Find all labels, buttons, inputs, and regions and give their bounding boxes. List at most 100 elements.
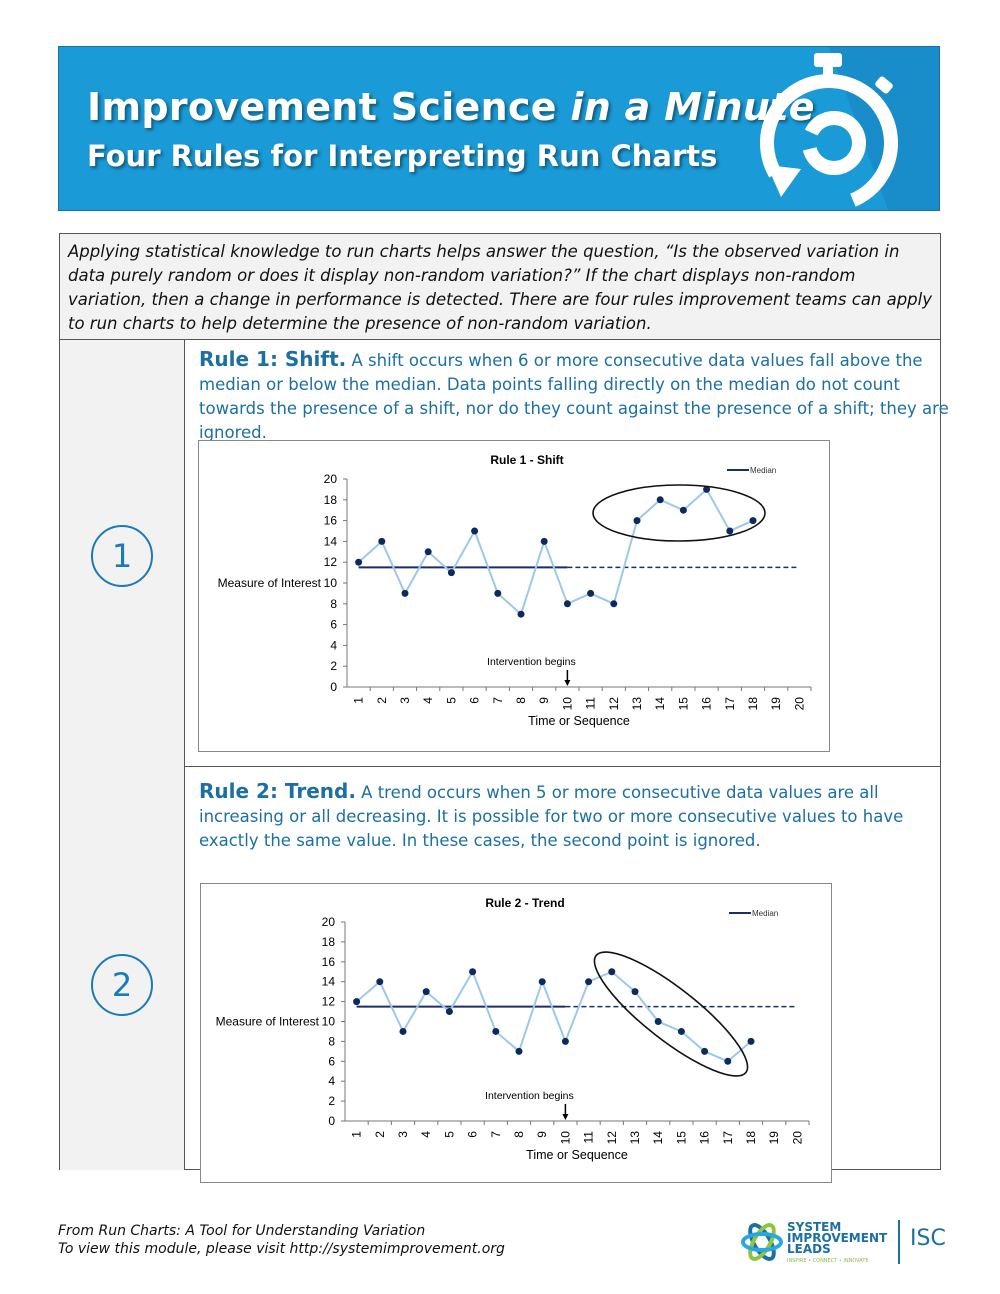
data-point [355,558,363,566]
title-main: Improvement Science [87,85,571,129]
x-tick-label: 5 [442,1131,456,1138]
rule-1-number-cell: 1 [60,340,185,766]
y-tick-label: 2 [328,1094,335,1108]
x-tick-label: 12 [607,697,621,711]
data-point [749,517,757,525]
x-tick-label: 14 [651,1131,665,1145]
data-point [447,569,455,577]
data-point [401,589,409,597]
x-tick-label: 9 [535,1131,549,1138]
y-tick-label: 6 [330,618,337,632]
data-point [654,1018,662,1025]
data-point [494,589,502,597]
y-tick-label: 8 [328,1034,335,1048]
x-tick-label: 8 [514,697,528,704]
x-tick-label: 18 [746,697,760,711]
data-point [703,485,711,493]
y-tick-label: 12 [322,995,336,1009]
rule-2-number-badge: 2 [91,954,153,1016]
data-point [378,537,386,545]
x-tick-label: 17 [721,1131,735,1145]
x-tick-label: 7 [491,697,505,704]
y-tick-label: 0 [330,680,337,694]
rule-2-text: A trend occurs when 5 or more consecutiv… [199,783,904,850]
x-tick-label: 4 [421,697,435,704]
x-tick-label: 5 [444,697,458,704]
x-tick-label: 11 [582,1131,596,1144]
data-point [424,548,432,556]
data-point [633,517,641,525]
data-point [561,1037,569,1045]
arrow-head-icon [564,680,571,686]
data-point [422,988,430,996]
logo-divider [898,1220,900,1264]
annotation-label: Intervention begins [485,1090,574,1102]
data-point [608,968,616,976]
x-tick-label: 19 [769,697,783,711]
x-tick-label: 1 [350,1131,364,1138]
isc-logo: ISC [910,1226,946,1251]
y-tick-label: 16 [322,955,336,969]
data-point [492,1027,500,1035]
y-tick-label: 18 [324,493,338,507]
rule-2-chart-svg: Rule 2 - TrendMedian02468101214161820Mea… [216,896,810,1162]
data-point [587,589,595,597]
data-point [726,527,734,535]
rules-table: Applying statistical knowledge to run ch… [59,233,949,1170]
x-tick-label: 8 [512,1131,526,1138]
rule-1-heading: Rule 1: Shift. [199,347,347,371]
x-tick-label: 10 [558,1131,572,1145]
footer-source: From Run Charts: A Tool for Understandin… [58,1223,426,1239]
rule-1-chart: Rule 1 - Shift Median 0 2 4 6 8 10 12 14 16 18 20 Mea… [198,440,830,752]
x-tick-label: 12 [605,1131,619,1145]
x-axis-label: Time or Sequence [528,714,630,728]
header-banner: Improvement Science in a Minute Four Rul… [58,46,940,211]
x-tick-label: 20 [792,697,806,711]
x-tick-label: 16 [700,697,714,711]
highlight-ellipse [592,484,766,542]
x-tick-label: 13 [628,1131,642,1145]
page-subtitle: Four Rules for Interpreting Run Charts [87,139,718,173]
x-tick-label: 1 [352,697,366,704]
y-tick-label: 14 [322,975,336,989]
data-point [585,978,593,986]
data-point [563,600,571,608]
rule-2-chart: Rule 2 - Trend Median 0 2 4 6 8 10 12 14 16 18 20 Mea… [200,883,832,1183]
logo-line-3: LEADS [787,1242,831,1256]
y-tick-label: 10 [322,1015,336,1029]
data-point [399,1027,407,1035]
x-tick-label: 13 [630,697,644,711]
data-point [469,968,477,976]
data-point [376,978,384,986]
footer-link[interactable]: To view this module, please visit http:/… [58,1241,505,1257]
data-point [677,1027,685,1035]
logo-line-1: SYSTEM [787,1220,842,1234]
rule-2-description: Rule 2: Trend. A trend occurs when 5 or … [199,779,959,853]
x-tick-label: 9 [537,697,551,704]
y-tick-label: 14 [324,534,338,548]
data-series-line [355,969,752,1063]
intro-text: Applying statistical knowledge to run ch… [60,234,940,340]
data-point [538,978,546,986]
y-axis-label: Measure of Interest [216,1015,320,1029]
y-tick-label: 16 [324,514,338,528]
x-tick-label: 20 [790,1131,804,1145]
arrow-head-icon [562,1114,569,1120]
highlight-ellipse [593,951,749,1077]
x-tick-label: 19 [767,1131,781,1145]
y-tick-label: 4 [330,638,337,652]
y-tick-label: 8 [330,597,337,611]
data-point [747,1037,755,1045]
system-improvement-leads-logo: SYSTEM IMPROVEMENT LEADS INSPIRE • CONNECT… [740,1218,946,1270]
y-tick-label: 10 [324,576,338,590]
logo-line-2: IMPROVEMENT [787,1231,888,1245]
x-tick-label: 15 [674,1131,688,1145]
x-tick-label: 10 [560,697,574,711]
rule-1-text: A shift occurs when 6 or more consecutiv… [199,351,949,442]
data-point [679,506,687,514]
chart-title: Rule 2 - Trend [485,896,564,910]
y-tick-label: 20 [322,915,336,929]
logo-tagline: INSPIRE • CONNECT • INNOVATE [787,1258,869,1264]
rule-2-heading: Rule 2: Trend. [199,779,356,803]
